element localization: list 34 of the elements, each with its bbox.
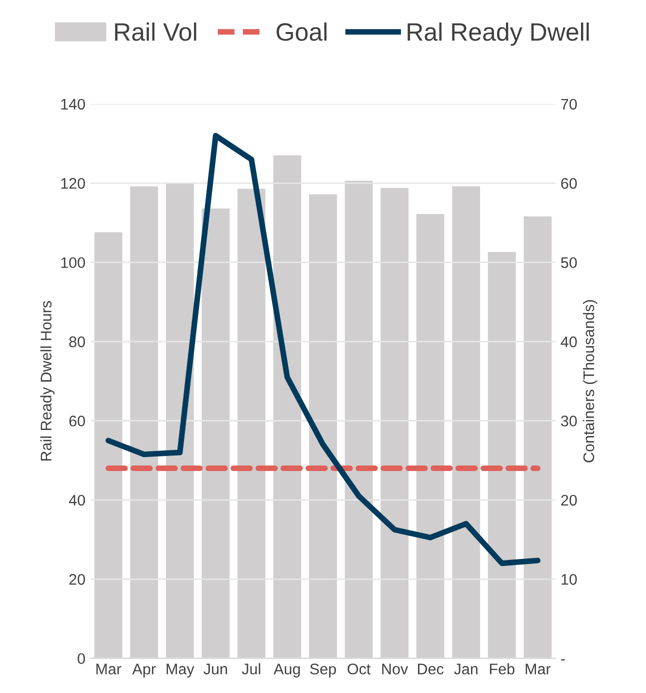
x-tick-label: Mar [96, 664, 122, 674]
y-axis-title: Rail Ready Dwell Hours [40, 301, 55, 461]
x-tick-label: Jan [454, 664, 478, 674]
x-tick-label: Feb [490, 663, 514, 674]
x-tick-label: May [166, 664, 194, 678]
y2-axis-title: Containers (Thousands) [582, 300, 598, 462]
x-tick-label: Dec [418, 664, 444, 674]
y-tick-label: 80 [69, 336, 85, 348]
legend-label: Ral Ready Dwell [408, 22, 589, 46]
y-tick-label: 0 [78, 653, 85, 664]
x-tick-label: Nov [382, 664, 408, 674]
y2-tick-label: 60 [561, 178, 577, 189]
x-tick-label: Apr [132, 664, 156, 678]
y2-tick-label: 20 [561, 494, 577, 506]
y-tick-label: 60 [69, 416, 85, 426]
x-tick-label: Jun [204, 664, 227, 674]
y-tick-label: 40 [68, 494, 85, 506]
x-tick-label: Oct [348, 664, 371, 674]
y-tick-label: 140 [61, 98, 85, 110]
legend-label: Goal [276, 22, 326, 41]
legend-label: Rail Vol [115, 22, 196, 41]
y2-tick-label: 70 [561, 98, 577, 110]
y2-tick-label: 40 [560, 336, 577, 348]
y-tick-label: 100 [61, 257, 85, 268]
x-tick-label: Mar [526, 664, 551, 674]
y2-tick-label: 10 [562, 574, 577, 585]
y-tick-label: 20 [69, 574, 85, 585]
y2-tick-label: - [561, 659, 565, 660]
x-tick-label: Jul [242, 663, 260, 674]
y2-tick-label: 50 [561, 257, 577, 268]
y-tick-label: 120 [61, 178, 85, 189]
x-tick-label: Aug [274, 664, 300, 678]
x-tick-label: Sep [310, 664, 336, 678]
y2-tick-label: 30 [561, 416, 577, 426]
